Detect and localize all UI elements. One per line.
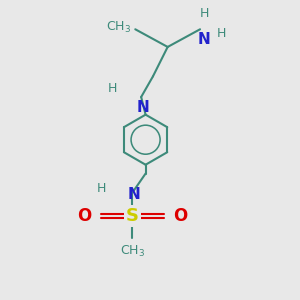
Text: O: O: [174, 207, 188, 225]
Text: N: N: [136, 100, 149, 115]
Text: N: N: [198, 32, 211, 47]
Text: H: H: [200, 8, 209, 20]
Text: CH$_3$: CH$_3$: [106, 20, 131, 35]
Text: H: H: [108, 82, 118, 95]
Text: S: S: [126, 207, 139, 225]
Text: CH$_3$: CH$_3$: [120, 244, 145, 259]
Text: O: O: [77, 207, 91, 225]
Text: H: H: [97, 182, 106, 195]
Text: H: H: [216, 27, 226, 40]
Text: N: N: [128, 187, 140, 202]
